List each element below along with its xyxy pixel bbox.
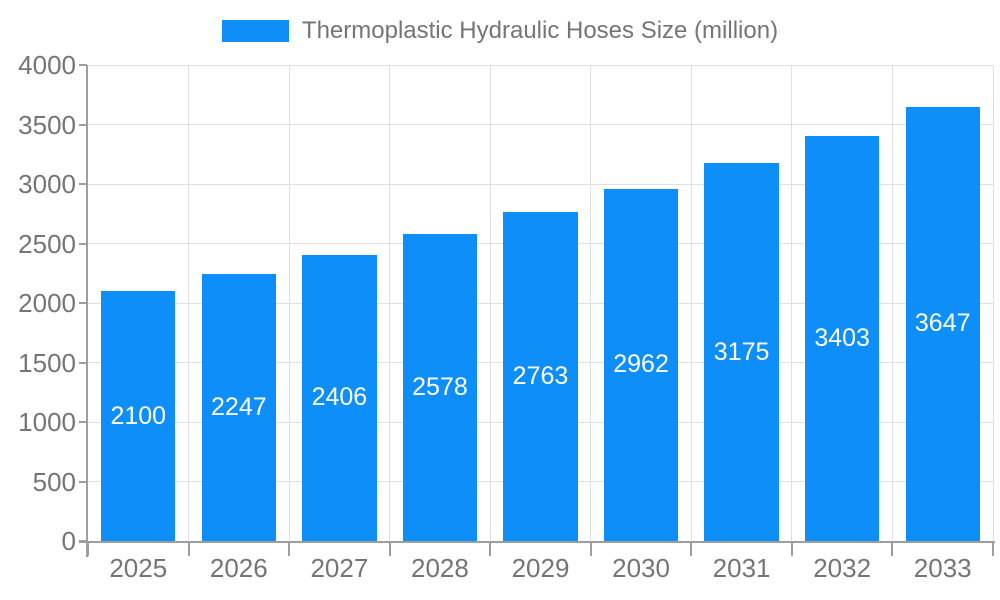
x-tick <box>288 541 291 556</box>
bar-value-label: 3647 <box>914 309 971 338</box>
x-tick-label: 2027 <box>310 553 369 583</box>
x-tick-label: 2025 <box>109 553 168 583</box>
y-gridline <box>88 64 993 66</box>
x-tick <box>489 541 492 556</box>
y-tick <box>79 183 87 185</box>
x-gridline <box>590 65 592 541</box>
y-tick-label: 3500 <box>18 109 76 140</box>
x-tick <box>992 541 994 556</box>
y-tick-label: 1000 <box>18 407 76 437</box>
x-tick-label: 2033 <box>913 553 972 583</box>
y-tick <box>79 123 87 126</box>
x-gridline <box>489 65 491 541</box>
plot-area: 2100 2247 2406 2578 2763 2962 3175 3403 3647 <box>88 64 994 541</box>
bar: 2578 <box>402 234 478 541</box>
y-tick <box>79 421 87 423</box>
x-tick-label: 2028 <box>411 553 469 583</box>
bar: 2763 <box>503 212 578 541</box>
x-tick <box>589 541 592 556</box>
bar-value-label: 2406 <box>311 383 368 412</box>
y-tick-label: 2000 <box>18 288 76 318</box>
x-tick <box>87 541 89 556</box>
y-axis-line <box>86 65 88 557</box>
bar-value-label: 2578 <box>412 373 468 402</box>
y-gridline <box>88 183 993 185</box>
x-tick <box>690 541 693 556</box>
y-tick-label: 1500 <box>18 347 76 378</box>
legend-swatch <box>221 20 289 42</box>
y-tick <box>79 480 87 483</box>
y-tick <box>79 540 87 542</box>
y-tick-label: 3000 <box>18 169 76 199</box>
bar: 3403 <box>804 136 880 541</box>
legend: Thermoplastic Hydraulic Hoses Size (mill… <box>0 0 1000 62</box>
x-tick <box>891 541 894 556</box>
bar-value-label: 3403 <box>814 324 870 352</box>
bar: 2100 <box>101 291 176 541</box>
bar-value-label: 2763 <box>512 362 569 391</box>
bar: 2247 <box>201 273 277 541</box>
x-gridline <box>791 65 793 541</box>
x-tick-label: 2026 <box>209 553 268 583</box>
bar-value-label: 3175 <box>713 337 770 366</box>
x-tick <box>187 541 190 556</box>
x-gridline <box>891 65 893 541</box>
y-tick-label: 2500 <box>18 228 76 259</box>
x-tick <box>790 541 793 556</box>
x-tick-label: 2029 <box>511 553 570 583</box>
bar-value-label: 2100 <box>110 401 167 430</box>
bar: 2406 <box>302 254 377 541</box>
x-gridline <box>690 65 692 541</box>
bar: 3175 <box>704 163 779 541</box>
legend-label: Thermoplastic Hydraulic Hoses Size (mill… <box>301 17 779 44</box>
y-tick-label: 4000 <box>18 50 76 80</box>
x-axis-line <box>79 541 995 543</box>
x-tick-label: 2030 <box>612 553 670 583</box>
x-gridline <box>188 65 190 541</box>
bar: 3647 <box>905 107 980 541</box>
x-gridline <box>288 65 290 541</box>
x-tick-label: 2031 <box>712 553 771 583</box>
y-tick-label: 500 <box>32 466 76 497</box>
bar-value-label: 2962 <box>613 350 669 379</box>
y-tick-label: 0 <box>61 526 76 556</box>
y-gridline <box>88 124 993 125</box>
bar-value-label: 2247 <box>211 392 267 421</box>
x-gridline <box>389 65 391 541</box>
x-tick-label: 2032 <box>813 553 872 583</box>
x-tick <box>388 541 391 556</box>
y-tick <box>79 302 87 304</box>
x-gridline <box>992 65 994 541</box>
y-tick <box>79 242 87 245</box>
y-tick <box>79 361 87 364</box>
y-tick <box>79 64 87 66</box>
bar: 2962 <box>603 188 679 541</box>
